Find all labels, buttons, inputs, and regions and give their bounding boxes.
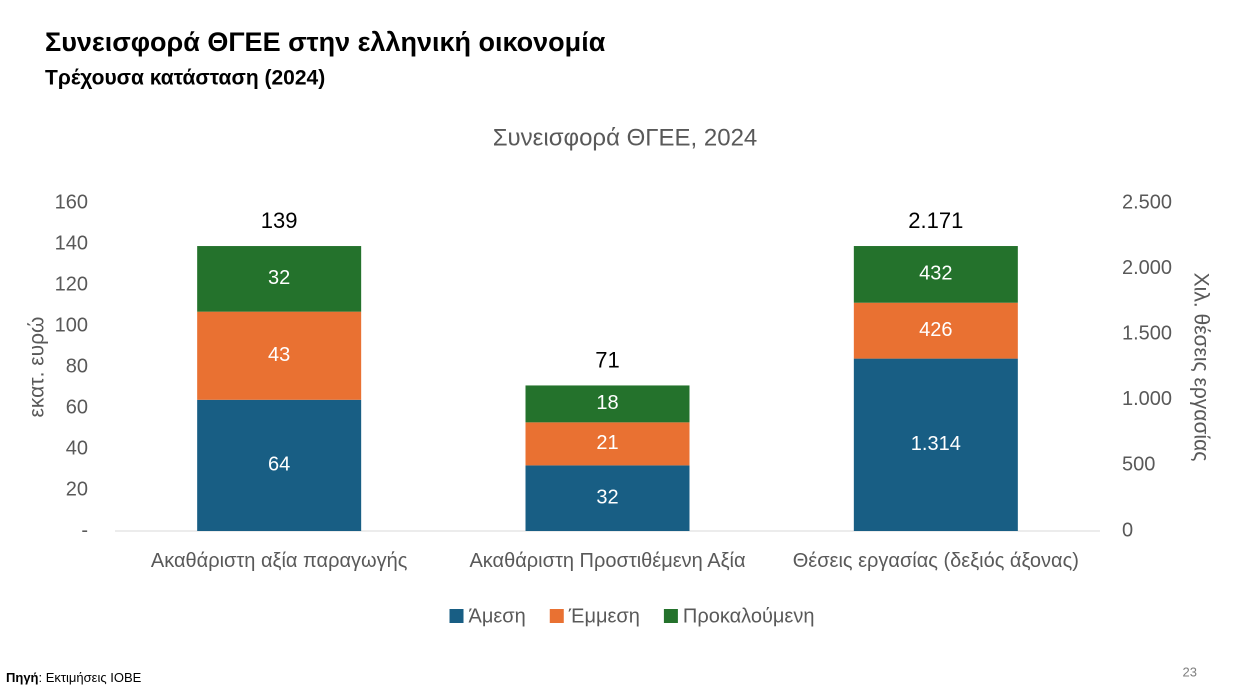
y-tick-label: 120 xyxy=(55,273,88,295)
segment-label: 21 xyxy=(596,432,618,454)
y2-tick-label: 500 xyxy=(1122,454,1155,476)
x-tick-label: Θέσεις εργασίας (δεξιός άξονας) xyxy=(792,550,1079,572)
y-tick-label: 160 xyxy=(55,191,88,213)
x-tick-label-box: Ακαθάριστη αξία παραγωγής xyxy=(150,550,408,572)
legend-swatch xyxy=(549,609,564,623)
slide-title: Συνεισφορά ΘΓΕΕ στην ελληνική οικονομία xyxy=(45,27,606,57)
legend-swatch xyxy=(663,609,678,623)
total-label: 2.171 xyxy=(908,208,963,233)
legend-swatch xyxy=(449,609,464,623)
y-axis-label: εκατ. ευρώ xyxy=(26,317,49,418)
source: Πηγή: Εκτιμήσεις ΙΟΒΕ xyxy=(6,670,142,685)
x-tick-label: Ακαθάριστη Προστιθέμενη Αξία xyxy=(469,550,746,572)
bar-segment xyxy=(525,385,690,423)
segment-label: 18 xyxy=(596,392,618,414)
y2-tick-label: 0 xyxy=(1122,519,1133,541)
y2-tick-label: 1.000 xyxy=(1122,388,1172,410)
legend-label: Άμεση xyxy=(469,605,526,627)
bar-segment xyxy=(197,311,362,400)
segment-label: 64 xyxy=(268,454,290,476)
page-number: 23 xyxy=(1183,664,1197,679)
y-tick-label: 100 xyxy=(55,314,88,336)
bar-segment xyxy=(853,358,1018,531)
bar-segment xyxy=(853,246,1018,303)
chart-title: Συνεισφορά ΘΓΕΕ, 2024 xyxy=(493,124,758,151)
legend-label: Προκαλούμενη xyxy=(683,605,815,627)
x-tick-label-box: Θέσεις εργασίας (δεξιός άξονας) xyxy=(792,550,1079,572)
y2-tick-label: 2.500 xyxy=(1122,191,1172,213)
bar-segment xyxy=(197,246,362,312)
bar-segment xyxy=(853,302,1018,359)
y-tick-label: 60 xyxy=(66,396,88,418)
y-tick-label: 20 xyxy=(66,478,88,500)
total-label: 71 xyxy=(595,347,619,372)
segment-label: 426 xyxy=(919,319,952,341)
segment-label: 1.314 xyxy=(911,433,961,455)
slide-subtitle: Τρέχουσα κατάσταση (2024) xyxy=(45,67,325,90)
y-tick-label: 40 xyxy=(66,437,88,459)
y-tick-label: 140 xyxy=(55,232,88,254)
segment-label: 432 xyxy=(919,263,952,285)
segment-label: 32 xyxy=(596,486,618,508)
y2-tick-label: 2.000 xyxy=(1122,257,1172,279)
y2-axis-label: Χιλ. θέσεις εργασίας xyxy=(1189,273,1212,462)
legend-label: Έμμεση xyxy=(568,605,640,627)
bar-segment xyxy=(525,465,690,531)
bar-segment xyxy=(197,399,362,531)
y-tick-label: - xyxy=(81,519,88,541)
y-tick-label: 80 xyxy=(66,355,88,377)
total-label: 139 xyxy=(261,208,298,233)
y2-tick-label: 1.500 xyxy=(1122,322,1172,344)
x-tick-label-box: Ακαθάριστη Προστιθέμενη Αξία xyxy=(469,550,746,572)
segment-label: 32 xyxy=(268,267,290,289)
bar-segment xyxy=(525,422,690,466)
segment-label: 43 xyxy=(268,344,290,366)
x-tick-label: Ακαθάριστη αξία παραγωγής xyxy=(150,550,408,572)
